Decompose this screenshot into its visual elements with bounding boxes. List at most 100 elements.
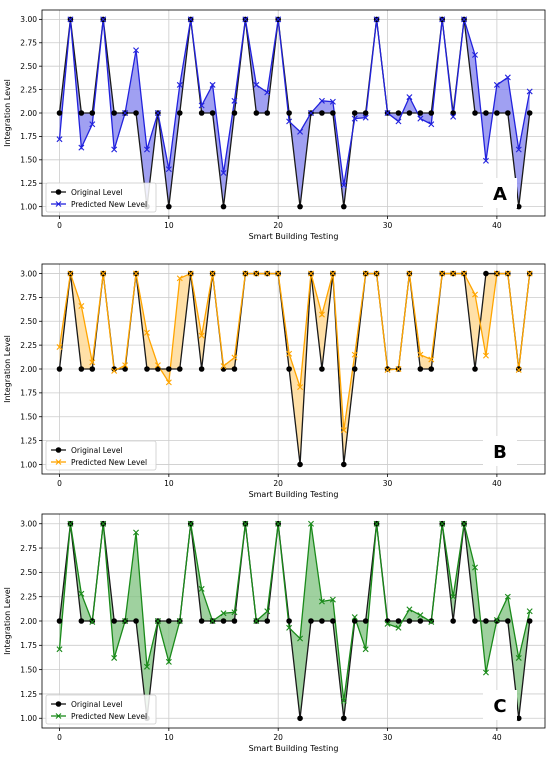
- original-level-point: [209, 110, 216, 116]
- legend-original-marker: [55, 189, 62, 195]
- original-level-point: [406, 110, 413, 116]
- x-axis-label: Smart Building Testing: [249, 232, 339, 241]
- original-level-point: [341, 203, 347, 210]
- original-level-point: [319, 110, 325, 116]
- original-level-point: [330, 110, 336, 116]
- original-level-point: [56, 366, 63, 372]
- predicted-level-point: [406, 606, 413, 613]
- original-level-point: [505, 110, 511, 116]
- predicted-level-point: [122, 618, 129, 624]
- original-level-point: [56, 110, 63, 116]
- original-level-point: [166, 203, 172, 210]
- predicted-level-point: [209, 618, 216, 624]
- predicted-level-point: [373, 16, 380, 23]
- panel-letter: C: [493, 696, 506, 717]
- predicted-level-point: [362, 114, 369, 121]
- predicted-level-point: [450, 270, 457, 277]
- original-level-point: [505, 618, 511, 624]
- original-level-point: [78, 110, 85, 116]
- original-level-point: [450, 110, 456, 116]
- x-axis-label: Smart Building Testing: [249, 744, 339, 753]
- predicted-level-point: [515, 654, 522, 661]
- predicted-level-point: [89, 359, 96, 366]
- original-level-point: [111, 618, 117, 624]
- original-level-point: [231, 618, 238, 624]
- predicted-level-point: [242, 520, 249, 527]
- panel-letter-box: [483, 690, 517, 720]
- y-tick-label: 2.75: [20, 39, 37, 48]
- original-level-point: [176, 110, 183, 116]
- original-level-point: [89, 110, 96, 116]
- predicted-level-point: [176, 81, 183, 88]
- legend-box: [45, 694, 157, 725]
- original-level-point: [155, 366, 161, 372]
- original-level-point: [351, 618, 358, 624]
- original-level-point: [526, 110, 533, 116]
- predicted-level-point: [209, 270, 216, 277]
- predicted-level-point: [275, 520, 282, 527]
- predicted-level-point: [100, 520, 107, 527]
- original-level-point: [297, 203, 303, 210]
- predicted-level-point: [428, 121, 435, 128]
- predicted-level-point: [493, 81, 500, 88]
- predicted-level-point: [67, 270, 74, 277]
- original-level-point: [428, 618, 435, 624]
- legend-original-marker: [55, 701, 62, 707]
- original-level-point: [341, 715, 347, 722]
- predicted-level-point: [340, 182, 347, 189]
- original-level-point: [384, 366, 391, 372]
- y-tick-label: 2.00: [20, 617, 37, 626]
- x-tick-label: 40: [492, 733, 502, 742]
- predicted-level-point: [231, 354, 238, 361]
- y-tick-label: 2.50: [20, 317, 37, 326]
- x-tick-label: 10: [164, 733, 174, 742]
- original-level-point: [286, 618, 292, 624]
- original-level-point: [472, 366, 478, 372]
- predicted-level-point: [187, 270, 194, 277]
- predicted-level-point: [187, 16, 194, 23]
- original-level-point: [494, 110, 500, 116]
- predicted-level-point: [515, 146, 522, 153]
- original-level-point: [384, 618, 391, 624]
- predicted-level-point: [220, 363, 227, 370]
- original-level-point: [111, 366, 117, 372]
- predicted-level-point: [450, 113, 457, 120]
- original-level-point: [351, 110, 358, 116]
- y-tick-label: 1.50: [20, 665, 37, 674]
- original-level-point: [89, 618, 96, 624]
- original-level-point: [56, 618, 63, 624]
- predicted-level-point: [89, 618, 96, 625]
- original-level-point: [220, 203, 227, 210]
- original-level-point: [526, 618, 533, 624]
- predicted-level-point: [176, 275, 183, 282]
- predicted-level-point: [362, 646, 369, 653]
- original-level-point: [220, 366, 227, 372]
- y-tick-label: 2.25: [20, 85, 37, 94]
- predicted-level-point: [340, 427, 347, 434]
- predicted-level-point: [362, 270, 369, 277]
- predicted-level-point: [482, 352, 489, 359]
- original-level-point: [395, 618, 402, 624]
- original-level-point: [297, 715, 303, 722]
- predicted-level-point: [318, 598, 325, 605]
- predicted-level-point: [329, 270, 336, 277]
- original-level-point: [166, 618, 172, 624]
- predicted-level-point: [515, 366, 522, 373]
- predicted-level-point: [493, 270, 500, 277]
- fill-between-area: [59, 273, 530, 465]
- original-level-point: [515, 203, 522, 210]
- panel-letter: A: [493, 184, 507, 205]
- original-level-point: [395, 110, 402, 116]
- predicted-level-point: [111, 146, 118, 153]
- predicted-level-point: [439, 520, 446, 527]
- predicted-level-point: [504, 270, 511, 277]
- y-tick-label: 2.25: [20, 341, 37, 350]
- predicted-level-point: [428, 356, 435, 363]
- predicted-level-point: [351, 351, 358, 358]
- predicted-level-point: [100, 270, 107, 277]
- y-tick-label: 1.25: [20, 179, 37, 188]
- predicted-level-line: [58, 523, 531, 701]
- panel-letter: B: [493, 442, 507, 463]
- predicted-level-point: [133, 47, 140, 54]
- predicted-level-point: [439, 16, 446, 23]
